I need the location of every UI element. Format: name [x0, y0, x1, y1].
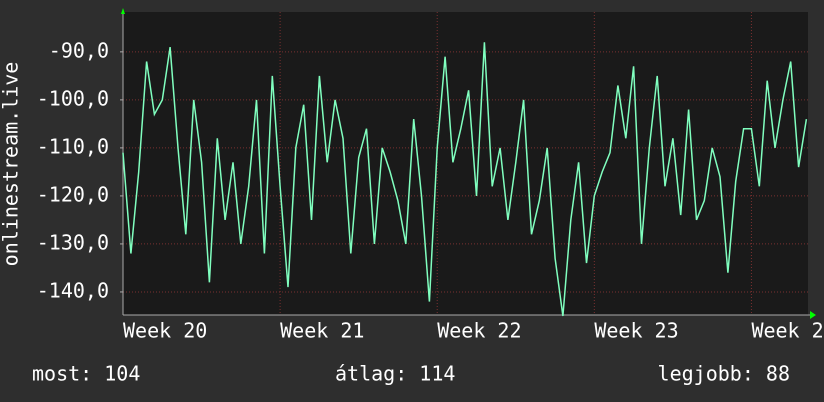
x-tick-label: Week 21	[280, 319, 364, 343]
x-tick-label: Week 23	[594, 319, 678, 343]
y-axis-label: onlinestream.live	[0, 62, 23, 267]
y-tick-label: -130,0	[37, 230, 109, 254]
data-line	[122, 42, 808, 317]
y-tick-label: -120,0	[37, 182, 109, 206]
x-tick-label: Week 20	[123, 319, 207, 343]
y-tick-label: -90,0	[49, 38, 109, 62]
footer-current: most: 104	[32, 362, 140, 386]
x-tick-label: Week 24	[751, 319, 824, 343]
y-axis-arrow	[121, 8, 125, 14]
footer-average: átlag: 114	[335, 362, 455, 386]
y-tick-label: -140,0	[37, 278, 109, 302]
x-axis-arrow	[810, 311, 816, 319]
plot-area	[123, 12, 808, 315]
y-tick-label: -110,0	[37, 134, 109, 158]
footer-best: legjobb: 88	[658, 362, 790, 386]
y-tick-label: -100,0	[37, 86, 109, 110]
x-tick-label: Week 22	[437, 319, 521, 343]
